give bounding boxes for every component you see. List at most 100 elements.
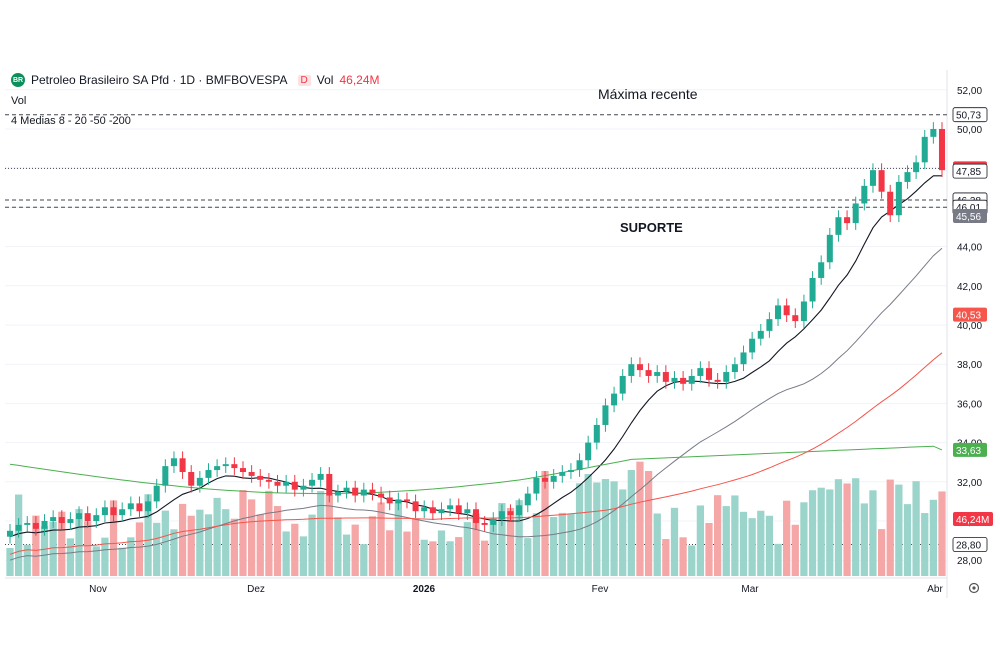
candle [32, 522, 39, 529]
volume-bar [722, 506, 730, 576]
candle [498, 511, 505, 520]
candle [835, 217, 842, 235]
x-tick-label: Mar [741, 584, 759, 595]
candle [248, 472, 255, 476]
candle [826, 234, 833, 263]
candle [852, 203, 859, 224]
volume-bar [653, 513, 661, 576]
volume-bar [411, 518, 420, 576]
volume-bar [127, 537, 135, 576]
price-label-box [952, 537, 988, 552]
volume-bar [23, 544, 31, 576]
candle [550, 475, 557, 482]
x-tick-label: Abr [927, 584, 943, 595]
symbol-title[interactable]: Petroleo Brasileiro SA Pfd · 1D · BMFBOV… [31, 73, 288, 87]
volume-bar [826, 489, 834, 576]
volume-bar [437, 530, 446, 576]
candle [714, 379, 721, 382]
chart-header: BR Petroleo Brasileiro SA Pfd · 1D · BMF… [11, 73, 380, 87]
volume-bar [808, 490, 817, 576]
volume-bar [342, 534, 351, 576]
candle [76, 513, 83, 520]
x-tick-label: Fev [592, 584, 609, 595]
candle [636, 364, 643, 371]
candle [378, 493, 385, 498]
ma-indicator-label[interactable]: 4 Medias 8 - 20 -50 -200 [11, 115, 131, 127]
candle [119, 509, 126, 516]
volume-bar [852, 478, 860, 576]
price-labels: 50,7347,9947,8546,3846,0145,5640,5333,63… [952, 107, 993, 552]
candle [731, 364, 738, 373]
candle [110, 507, 117, 516]
vol-indicator-label[interactable]: Vol [11, 95, 27, 107]
candle [567, 470, 574, 472]
candle [352, 487, 359, 496]
candle [913, 162, 920, 173]
volume-bar [170, 529, 178, 576]
volume-bar [351, 524, 359, 576]
volume-bar [446, 541, 454, 576]
price-label: 40,53 [956, 311, 981, 322]
support-annotation: SUPORTE [620, 220, 683, 235]
candle [300, 485, 307, 490]
candle [611, 393, 618, 406]
volume-bar [377, 502, 385, 576]
candle [58, 517, 65, 523]
price-label: 28,80 [956, 541, 981, 552]
x-tick-label: Dez [247, 584, 265, 595]
price-label-box [953, 209, 987, 224]
candle [196, 477, 203, 486]
price-label: 50,73 [956, 111, 981, 122]
price-label-box [953, 442, 987, 457]
volume-bar [325, 494, 333, 576]
price-label-box [952, 107, 988, 123]
candle [231, 464, 238, 469]
volume-bar [317, 491, 325, 576]
candle [585, 442, 592, 461]
volume-bar [757, 510, 765, 576]
volume-bars [6, 461, 946, 576]
candle [403, 499, 410, 502]
volume-bar [66, 538, 75, 576]
candle [101, 507, 108, 516]
volume-bar [550, 517, 558, 576]
volume-bar [230, 518, 238, 576]
ma-line-1 [9, 175, 942, 538]
candle [680, 377, 687, 384]
volume-bar [567, 513, 575, 576]
volume-bar [593, 482, 601, 576]
volume-bar [265, 490, 273, 576]
candle [766, 319, 773, 331]
candle [688, 375, 695, 384]
settings-icon[interactable] [968, 582, 980, 594]
candle [542, 477, 549, 482]
candle [628, 364, 635, 376]
price-label: 33,63 [956, 446, 981, 457]
volume-bar [481, 540, 489, 576]
volume-bar [368, 516, 377, 576]
volume-bar [619, 489, 627, 576]
data-badge: D [297, 74, 311, 86]
candle [343, 487, 350, 492]
volume-bar [282, 531, 290, 576]
candle [740, 352, 747, 365]
candle [524, 493, 531, 506]
volume-bar [386, 530, 394, 576]
ma-line-4 [9, 445, 943, 495]
candle [662, 372, 669, 382]
y-tick-label: 28,00 [957, 556, 982, 567]
candle [878, 170, 885, 192]
volume-bar [912, 481, 920, 576]
candle [136, 503, 143, 512]
volume-bar [472, 513, 480, 576]
volume-bar [84, 521, 92, 576]
volume-bar [161, 510, 169, 576]
volume-bar [109, 500, 118, 576]
candle [386, 497, 393, 504]
volume-bar [783, 500, 791, 576]
volume-bar [515, 500, 523, 576]
candle [265, 479, 272, 482]
price-label: 46,01 [956, 203, 981, 214]
x-tick-label: 2026 [413, 584, 436, 595]
